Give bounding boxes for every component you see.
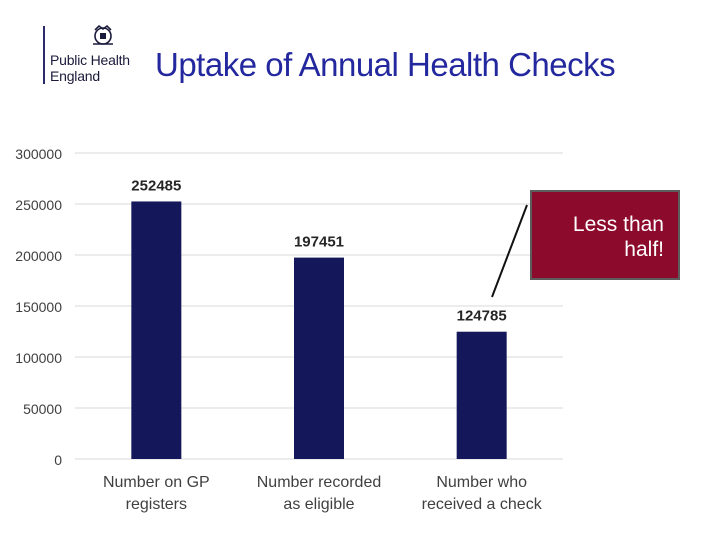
x-tick-label: Number who received a check	[422, 474, 543, 513]
x-axis-labels: Number on GP registers Number recorded as e…	[103, 474, 543, 513]
logo-line2: England	[50, 68, 100, 84]
y-tick-label: 150000	[15, 299, 62, 315]
bar	[131, 201, 182, 459]
data-label: 197451	[294, 234, 344, 251]
callout-box: Less than half!	[530, 190, 680, 280]
logo-divider	[43, 26, 45, 84]
y-tick-label: 250000	[15, 197, 62, 213]
x-tick-label: Number on GP registers	[103, 474, 210, 513]
bars	[131, 201, 507, 459]
callout-pointer	[491, 204, 528, 298]
phe-logo: Public Health England	[40, 22, 160, 90]
y-tick-label: 300000	[15, 146, 62, 162]
logo-line1: Public Health	[50, 52, 130, 68]
x-tick-label: Number recorded as eligible	[257, 474, 382, 513]
y-tick-label: 0	[54, 452, 62, 468]
data-label: 252485	[131, 177, 181, 194]
page-title: Uptake of Annual Health Checks	[155, 46, 616, 83]
y-tick-label: 100000	[15, 350, 62, 366]
y-tick-label: 50000	[23, 401, 62, 417]
y-axis-ticks: 0 50000 100000 150000 200000 250000 300000	[15, 146, 62, 468]
bar	[456, 331, 507, 459]
data-labels: 252485 197451 124785	[131, 177, 506, 324]
bar	[294, 257, 344, 459]
data-label: 124785	[457, 308, 507, 325]
royal-crest-icon	[93, 24, 113, 45]
logo-text: Public Health England	[50, 52, 130, 84]
y-tick-label: 200000	[15, 248, 62, 264]
